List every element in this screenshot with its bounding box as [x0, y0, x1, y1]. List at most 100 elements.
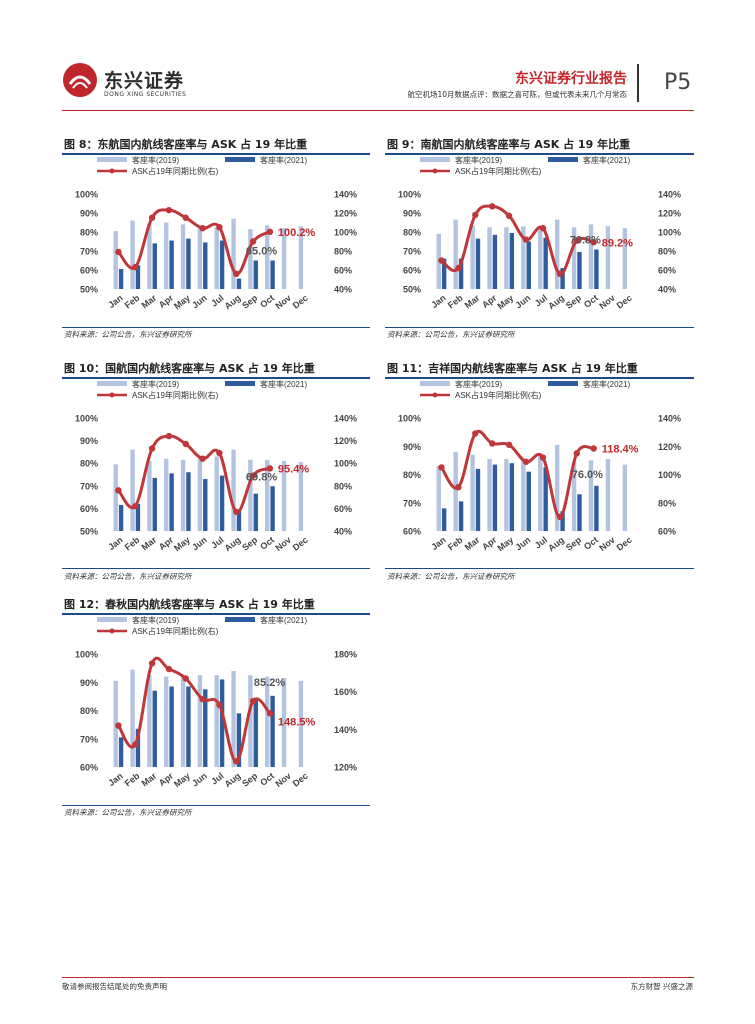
ratio-line — [117, 656, 272, 763]
bar-2019-Sep — [248, 229, 253, 289]
ratio-point — [182, 440, 189, 448]
ratio-point — [132, 502, 139, 510]
y2-tick-label: 140% — [658, 190, 681, 200]
report-title: 东兴证券行业报告 — [515, 71, 627, 87]
y2-tick-label: 60% — [658, 266, 676, 276]
x-tick-label: Jan — [106, 771, 124, 788]
x-tick-label: Sep — [240, 770, 260, 788]
ratio-point — [115, 248, 122, 256]
brand-logo-icon — [63, 63, 97, 97]
ratio-point — [216, 449, 223, 457]
ratio-point — [249, 472, 257, 479]
ratio-last-label: 95.4% — [278, 463, 309, 475]
bar-2021-Mar — [475, 468, 481, 531]
x-tick-label: Jan — [106, 293, 124, 310]
legend-label-2021: 客座率(2021) — [583, 379, 630, 389]
ratio-last-label: 118.4% — [602, 444, 639, 456]
y2-tick-label: 40% — [334, 527, 352, 537]
bar-2019-Jul — [538, 226, 543, 289]
y-tick-label: 60% — [403, 266, 421, 276]
x-tick-label: Mar — [463, 292, 482, 310]
bar-2021-Jul — [219, 679, 225, 767]
x-tick-label: Jul — [209, 535, 225, 551]
report-header: 东兴证券 DONG XING SECURITIES 东兴证券行业报告 航空机场1… — [0, 0, 755, 120]
y2-tick-label: 100% — [334, 228, 357, 238]
bar-2019-May — [504, 227, 509, 289]
y-tick-label: 80% — [403, 228, 421, 238]
bar-2021-May — [186, 472, 191, 531]
y-tick-label: 100% — [75, 190, 98, 200]
figure-source: 资料来源：公司公告，东兴证券研究所 — [387, 330, 515, 339]
ratio-point — [590, 239, 597, 246]
bar-2019-Jun — [197, 458, 203, 531]
legend-swatch-2019 — [420, 157, 450, 162]
bar-2021-Oct — [270, 260, 275, 289]
ratio-point — [472, 211, 479, 219]
bar-2019-Jul — [214, 456, 219, 531]
x-tick-label: Jul — [209, 771, 225, 787]
ratio-point — [438, 464, 445, 471]
bar-2019-Aug — [554, 219, 560, 289]
x-tick-label: Dec — [615, 293, 634, 311]
bar-2021-Apr — [492, 464, 498, 531]
y-tick-label: 100% — [75, 650, 98, 660]
legend-swatch-2021 — [548, 157, 578, 162]
bar-2019-Aug — [231, 670, 236, 767]
legend-swatch-2021 — [225, 617, 255, 622]
y-tick-label: 60% — [80, 266, 98, 276]
bar-2019-Nov — [605, 458, 611, 531]
bar-2019-Nov — [281, 678, 287, 767]
x-tick-label: Aug — [546, 293, 566, 312]
bar-2021-Apr — [169, 240, 174, 289]
ratio-point — [455, 264, 462, 272]
ratio-point — [573, 237, 580, 244]
figure-title-rule — [385, 153, 694, 155]
bar-2021-Mar — [152, 690, 157, 767]
bar-2021-May — [509, 232, 515, 289]
x-tick-label: Jan — [429, 535, 447, 552]
bar-2021-Oct — [594, 485, 599, 531]
figure-bottom-rule — [62, 327, 370, 328]
bar-2019-Feb — [453, 451, 458, 531]
x-tick-label: Sep — [240, 292, 260, 310]
ratio-point — [216, 224, 223, 231]
legend-swatch-2021 — [225, 157, 255, 162]
x-tick-label: Aug — [223, 771, 243, 790]
bar-2021-Apr — [169, 686, 174, 767]
y-tick-label: 60% — [403, 527, 421, 537]
bar-2019-Dec — [298, 462, 304, 531]
y2-tick-label: 100% — [658, 228, 681, 238]
report-subtitle: 航空机场10月数据点评：数据之喜可陈，但或代表未来几个月常态 — [407, 90, 627, 99]
y-tick-label: 80% — [80, 228, 98, 238]
bar-2019-Jun — [521, 226, 526, 289]
page-number: P5 — [664, 70, 692, 95]
bar-last-label: 70.8% — [570, 234, 601, 246]
ratio-point — [132, 263, 139, 271]
x-tick-label: Oct — [582, 293, 600, 310]
ratio-point — [233, 508, 240, 515]
y2-tick-label: 80% — [658, 247, 676, 257]
bar-2021-Jun — [526, 241, 531, 289]
bar-2021-Feb — [135, 728, 141, 767]
bar-2021-Aug — [236, 509, 242, 531]
ratio-point — [522, 458, 530, 465]
bar-2019-May — [180, 459, 186, 531]
bar-2019-Oct — [265, 676, 270, 767]
y-tick-label: 50% — [80, 285, 98, 295]
ratio-point — [556, 513, 564, 521]
bar-2021-Jul — [543, 237, 548, 289]
bar-2019-Oct — [265, 459, 270, 531]
bar-2021-Oct — [270, 486, 275, 531]
ratio-point — [199, 455, 206, 462]
bar-2021-Feb — [135, 265, 141, 289]
bar-2021-Aug — [236, 713, 242, 767]
ratio-point — [505, 441, 513, 449]
ratio-point — [539, 454, 547, 461]
bar-2019-Mar — [147, 460, 152, 531]
brand-name: 东兴证券 — [104, 70, 185, 92]
bar-2019-Sep — [248, 675, 253, 767]
bar-2019-Oct — [588, 224, 594, 289]
bar-2019-Feb — [130, 220, 135, 289]
ratio-point — [539, 225, 547, 232]
x-tick-label: Oct — [258, 771, 276, 788]
